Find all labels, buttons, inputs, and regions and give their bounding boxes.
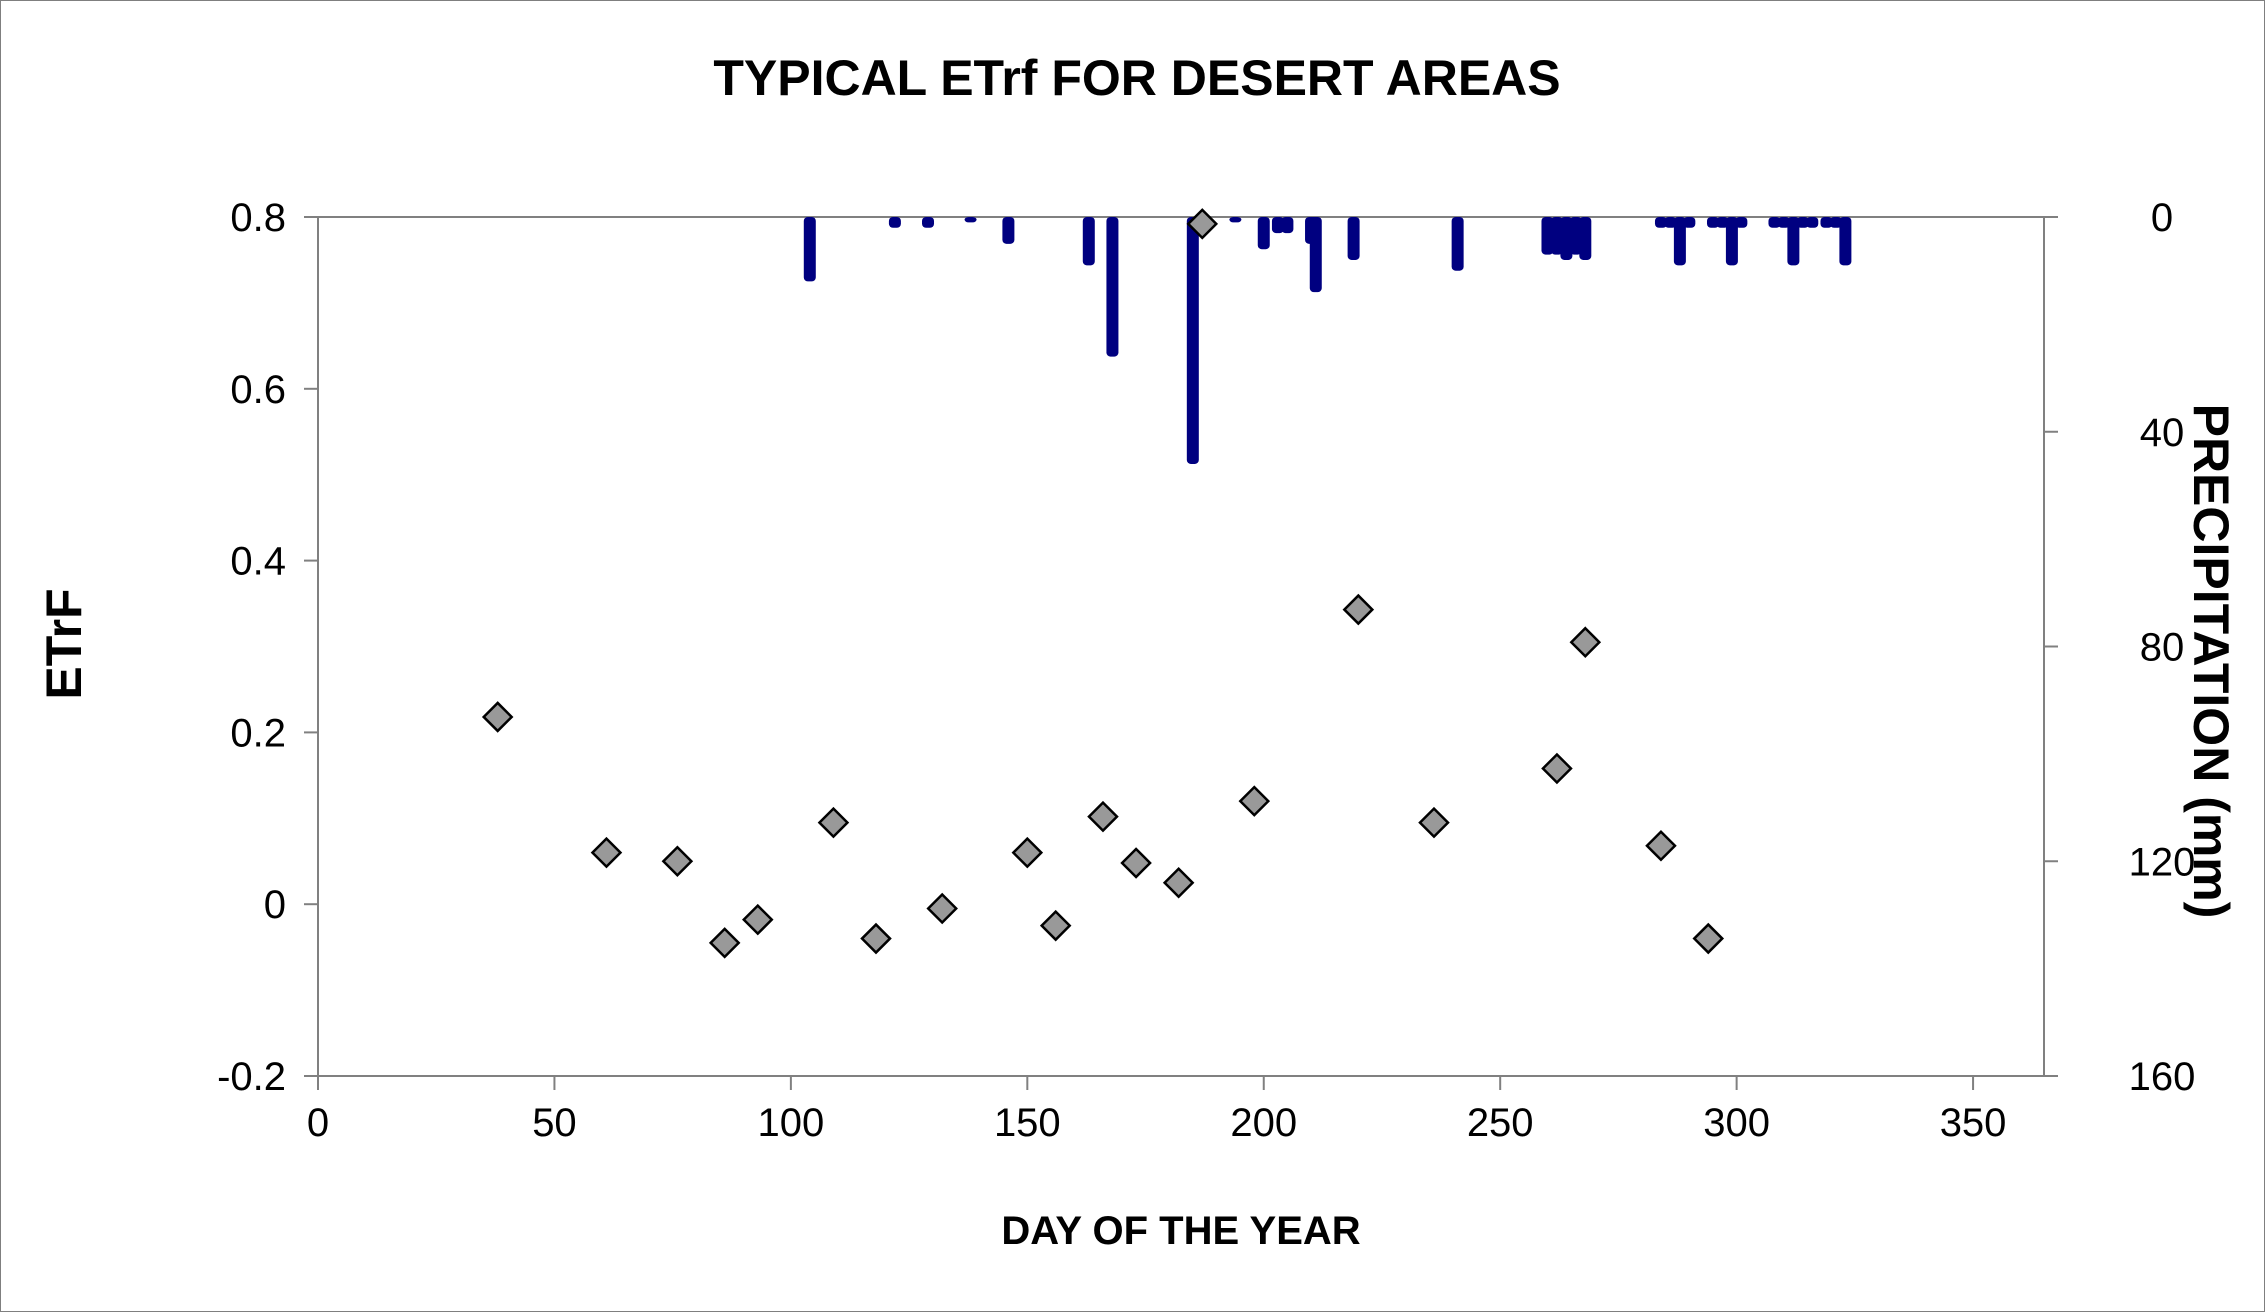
x-tick-label: 50	[532, 1101, 577, 1145]
precip-bar	[1768, 217, 1781, 228]
precip-bar	[1654, 217, 1667, 228]
precip-bar	[1186, 217, 1199, 464]
precip-bar	[1735, 217, 1748, 228]
chart-title: TYPICAL ETrf FOR DESERT AREAS	[713, 50, 1560, 106]
precip-bar	[1229, 217, 1242, 223]
etrf-point	[1011, 836, 1044, 869]
etrf-point	[1120, 847, 1152, 879]
precip-bar	[1664, 217, 1677, 228]
precip-bar	[1082, 217, 1095, 266]
precipitation-bars	[803, 217, 1852, 464]
precip-bar	[1673, 217, 1686, 266]
y2-axis-title: PRECIPITATION (mm)	[2183, 404, 2239, 919]
precip-bar	[1106, 217, 1119, 357]
x-tick-label: 350	[1940, 1101, 2007, 1145]
y2-axis-ticks: 0 40 80 120 160	[2044, 196, 2195, 1099]
x-axis-title: DAY OF THE YEAR	[1001, 1209, 1360, 1253]
precip-bar	[1820, 217, 1833, 228]
y-axis-ticks: -0.2 0 0.2 0.4 0.6 0.8	[217, 196, 318, 1099]
y-tick-label: 0.4	[230, 540, 286, 584]
etrf-point	[1645, 830, 1677, 862]
x-tick-label: 300	[1703, 1101, 1770, 1145]
etrf-point	[926, 892, 958, 925]
y-tick-label: -0.2	[217, 1055, 286, 1099]
etrf-point	[1569, 626, 1602, 658]
x-tick-label: 150	[994, 1101, 1061, 1145]
precip-bar	[1683, 217, 1696, 228]
precip-bar	[1716, 217, 1729, 228]
precip-bar	[1829, 217, 1842, 228]
precip-bar	[1309, 217, 1322, 293]
y2-tick-label: 0	[2151, 196, 2173, 240]
x-tick-label: 200	[1230, 1101, 1297, 1145]
precip-bar	[1347, 217, 1360, 260]
etrf-point	[1342, 593, 1375, 626]
precip-bar	[1725, 217, 1738, 266]
etrf-point	[1162, 866, 1195, 899]
x-tick-label: 250	[1467, 1101, 1534, 1145]
etrf-point	[1238, 785, 1271, 817]
etrf-point	[742, 903, 774, 936]
precip-bar	[1257, 217, 1270, 250]
precip-bar	[1706, 217, 1719, 228]
precip-bar	[1451, 217, 1464, 271]
precip-bar	[1271, 217, 1284, 234]
y-tick-label: 0.6	[230, 368, 286, 412]
etrf-point	[1541, 752, 1573, 785]
etrf-point	[708, 927, 741, 959]
y-axis-title: ETrF	[36, 588, 92, 699]
etrf-point	[661, 845, 694, 878]
precip-bar	[964, 217, 977, 223]
etrf-point	[860, 922, 892, 955]
precip-bar	[922, 217, 935, 228]
etrf-point	[1418, 806, 1450, 839]
x-tick-label: 0	[307, 1101, 329, 1145]
precip-bar	[1839, 217, 1852, 266]
etrf-points	[481, 208, 1725, 959]
precip-bar	[1579, 217, 1592, 260]
precip-bar	[1281, 217, 1294, 234]
y2-tick-label: 40	[2140, 411, 2185, 455]
precip-bar	[1777, 217, 1790, 228]
precip-bar	[1569, 217, 1582, 255]
precip-bar	[1002, 217, 1015, 244]
etrf-point	[1039, 909, 1072, 942]
precip-bar	[1787, 217, 1800, 266]
precip-bar	[1806, 217, 1819, 228]
y2-tick-label: 80	[2140, 626, 2185, 670]
y2-tick-label: 120	[2129, 840, 2196, 884]
precip-bar	[1550, 217, 1563, 255]
plot-area	[317, 216, 2045, 1077]
precip-bar	[1796, 217, 1809, 228]
x-tick-label: 100	[758, 1101, 825, 1145]
y2-tick-label: 160	[2129, 1055, 2196, 1099]
etrf-point	[1087, 800, 1119, 833]
precip-bar	[1541, 217, 1554, 255]
y-tick-label: 0.8	[230, 196, 286, 240]
y-tick-label: 0	[264, 883, 286, 927]
y-tick-label: 0.2	[230, 711, 286, 755]
precip-bar	[1560, 217, 1573, 260]
etrf-point	[1186, 208, 1219, 240]
etrf-point	[1692, 922, 1725, 955]
precip-bar	[888, 217, 901, 228]
etrf-point	[817, 806, 850, 839]
etrf-point	[481, 701, 514, 733]
x-axis-ticks: 0 50 100 150 200 250 300 350	[307, 1076, 2007, 1145]
precip-bar	[803, 217, 816, 282]
etrf-point	[590, 836, 623, 869]
